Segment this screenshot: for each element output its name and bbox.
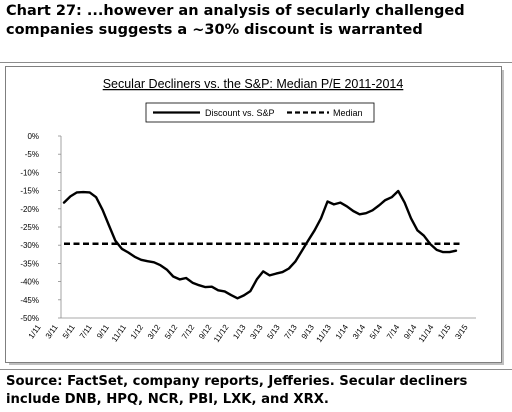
- y-tick-label: 0%: [27, 132, 39, 141]
- y-tick-label: -50%: [20, 314, 39, 323]
- x-tick-label: 1/13: [231, 323, 248, 341]
- y-tick-label: -35%: [20, 259, 39, 268]
- chart-title: Secular Decliners vs. the S&P: Median P/…: [103, 77, 404, 91]
- x-tick-label: 9/11: [95, 323, 111, 341]
- chart-heading-line-1: Chart 27: ...however an analysis of secu…: [6, 3, 465, 19]
- chart-frame: Secular Decliners vs. the S&P: Median P/…: [5, 66, 502, 363]
- chart-legend: Discount vs. S&P Median: [145, 102, 375, 123]
- chart-heading: Chart 27: ...however an analysis of secu…: [6, 2, 506, 40]
- x-tick-label: 1/15: [436, 323, 453, 341]
- source-line-1: Source: FactSet, company reports, Jeffer…: [6, 374, 468, 389]
- x-tick-label: 1/12: [129, 323, 146, 341]
- y-tick-label: -45%: [20, 296, 39, 305]
- y-tick-label: -25%: [20, 223, 39, 232]
- y-tick-label: -20%: [20, 205, 39, 214]
- source-note: Source: FactSet, company reports, Jeffer…: [6, 373, 506, 409]
- chart-svg: Secular Decliners vs. the S&P: Median P/…: [20, 77, 476, 345]
- legend-label-discount: Discount vs. S&P: [205, 108, 275, 118]
- y-tick-label: -10%: [20, 168, 39, 177]
- chart-heading-line-2: companies suggests a ~30% discount is wa…: [6, 22, 423, 38]
- y-tick-label: -5%: [25, 150, 39, 159]
- x-tick-label: 3/11: [44, 323, 60, 341]
- x-tick-label: 5/11: [61, 323, 77, 341]
- source-line-2: include DNB, HPQ, NCR, PBI, LXK, and XRX…: [6, 392, 329, 407]
- x-tick-label: 1/11: [27, 323, 43, 341]
- x-tick-label: 3/15: [453, 323, 470, 341]
- x-tick-label: 9/12: [197, 323, 214, 341]
- x-tick-label: 11/13: [314, 323, 333, 345]
- x-tick-label: 5/12: [163, 323, 180, 341]
- x-tick-label: 1/14: [334, 323, 351, 341]
- x-tick-label: 7/12: [180, 323, 197, 341]
- x-tick-label: 11/14: [417, 323, 436, 345]
- y-axis: 0% -5% -10% -15% -20% -25% -30% -35% -40% -45% -50…: [20, 132, 62, 323]
- y-tick-label: -40%: [20, 278, 39, 287]
- legend-box: [145, 102, 375, 123]
- x-tick-label: 7/13: [283, 323, 300, 341]
- x-tick-label: 5/13: [265, 323, 282, 341]
- x-tick-label: 3/13: [248, 323, 265, 341]
- x-tick-label: 7/14: [385, 323, 402, 341]
- source-divider: [0, 369, 512, 370]
- y-tick-label: -30%: [20, 241, 39, 250]
- series-layer: [62, 189, 461, 300]
- x-tick-label: 11/12: [212, 323, 231, 345]
- x-tick-label: 5/14: [368, 323, 385, 341]
- y-tick-label: -15%: [20, 187, 39, 196]
- x-tick-label: 3/12: [146, 323, 163, 341]
- heading-divider: [0, 62, 512, 63]
- x-tick-label: 3/14: [351, 323, 368, 341]
- x-tick-label: 9/13: [300, 323, 317, 341]
- x-tick-label: 7/11: [78, 323, 94, 341]
- legend-label-median: Median: [333, 108, 363, 118]
- x-tick-label: 11/11: [110, 323, 128, 344]
- series-line-discount: [62, 189, 458, 300]
- x-tick-label: 9/14: [402, 323, 419, 341]
